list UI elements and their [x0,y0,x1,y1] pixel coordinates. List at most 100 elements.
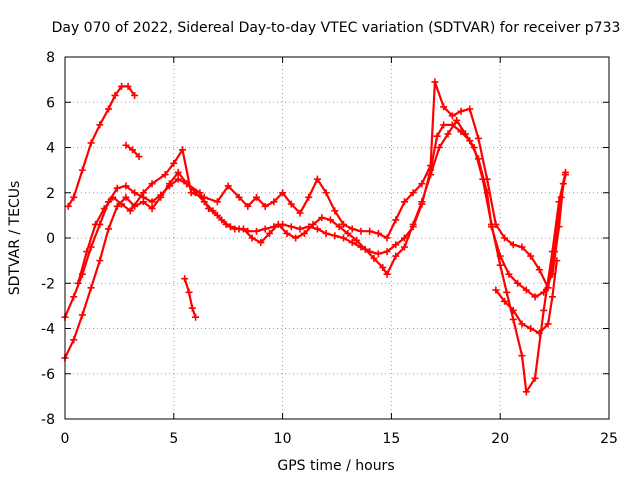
data-point [174,175,182,183]
grid-lines [65,57,609,419]
data-point [274,220,282,228]
data-point [70,193,78,201]
data-point [535,266,543,274]
data-point [185,288,193,296]
data-point [427,162,435,170]
data-point [270,198,278,206]
data-point [470,144,478,151]
data-point [87,139,95,147]
data-point [496,261,504,269]
data-point [379,263,387,271]
data-point [181,275,189,283]
data-point [370,254,378,262]
data-point [261,202,269,210]
data-point [148,180,156,188]
data-point [514,279,522,287]
data-point [205,205,213,213]
data-point [188,304,196,312]
series-trace [66,85,137,208]
data-point [431,78,439,86]
data-point [544,320,552,328]
data-point [392,216,400,224]
data-point [313,175,321,183]
data-point [235,193,243,201]
data-point [553,257,561,265]
data-point [400,198,408,206]
data-point [131,91,139,99]
series-track-d [61,116,569,396]
data-point [400,243,408,251]
data-point [78,166,86,174]
data-point [348,225,356,233]
data-point [113,184,121,192]
data-point [139,198,147,206]
axis-ticks [64,56,610,420]
data-point [305,193,313,201]
data-point [427,171,435,179]
y-tick-label: -8 [41,412,55,428]
data-point [383,248,391,256]
data-point [179,146,187,154]
data-point [340,234,348,242]
data-point [126,207,134,215]
data-series [61,78,569,396]
data-point [248,234,256,242]
series-trace [76,81,567,292]
data-point [91,220,99,228]
data-point [340,220,348,228]
data-point [492,286,500,294]
data-point [292,234,300,242]
data-point [551,248,559,256]
data-point [540,306,548,314]
data-point [326,216,334,224]
x-axis-label: GPS time / hours [277,458,394,474]
data-point [440,103,448,111]
data-point [296,225,304,233]
data-point [535,329,543,337]
series-track-e [74,78,569,292]
data-point [435,144,443,151]
x-tick-label: 25 [600,431,618,447]
y-tick-label: 6 [46,95,55,111]
data-point [244,202,252,210]
x-tick-label: 0 [61,431,70,447]
data-point [64,202,72,210]
data-point [161,171,169,179]
data-point [418,198,426,206]
data-point [503,288,511,296]
data-point [135,153,143,161]
data-point [261,225,269,233]
data-point [257,239,265,247]
chart-title: Day 070 of 2022, Sidereal Day-to-day VTE… [52,20,621,36]
x-tick-labels: 0 5 10 15 20 25 [61,431,618,447]
data-point [522,388,530,396]
data-point [509,306,517,314]
data-point [122,141,130,149]
data-point [492,220,500,228]
data-point [505,270,513,278]
data-point [374,250,382,258]
data-point [122,193,130,201]
data-point [444,130,452,138]
data-point [400,234,408,242]
data-point [239,225,247,233]
data-point [518,320,526,328]
data-point [348,239,356,247]
data-point [366,227,374,235]
data-point [344,229,352,237]
y-tick-labels: -8 -6 -4 -2 0 2 4 6 8 [41,50,55,428]
data-point [357,227,365,235]
data-point [313,225,321,233]
data-point [557,193,565,201]
data-point [128,146,136,154]
series-trace [63,118,567,396]
data-point [100,205,108,213]
data-point [70,293,78,301]
data-point [392,241,400,249]
data-point [96,257,104,265]
data-point [266,229,274,237]
data-point [322,229,330,237]
data-point [105,105,113,113]
y-tick-label: 4 [46,141,55,157]
data-point [187,189,195,197]
